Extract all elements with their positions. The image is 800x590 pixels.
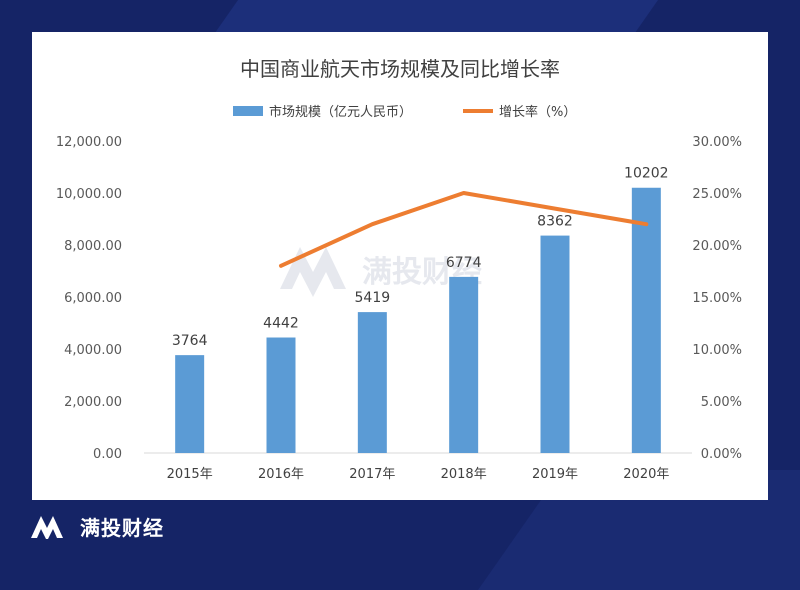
x-tick-label: 2020年	[623, 467, 669, 482]
y-left-tick-label: 10,000.00	[56, 187, 122, 202]
y-left-tick-label: 0.00	[93, 447, 122, 462]
x-tick-label: 2016年	[258, 467, 304, 482]
y-left-tick-label: 6,000.00	[64, 291, 122, 306]
x-tick-label: 2018年	[441, 467, 487, 482]
y-left-tick-label: 2,000.00	[64, 395, 122, 410]
chart-title: 中国商业航天市场规模及同比增长率	[240, 57, 560, 81]
footer-brand: 满投财经	[30, 512, 164, 540]
brand-name: 满投财经	[80, 512, 164, 541]
legend-swatch-bar	[233, 106, 263, 116]
y-right-tick-label: 20.00%	[692, 239, 742, 254]
chart: 满投财经 中国商业航天市场规模及同比增长率 市场规模（亿元人民币）增长率（%） …	[32, 32, 768, 500]
legend: 市场规模（亿元人民币） 增长率（%）	[233, 104, 576, 120]
brand-logo-icon	[30, 513, 72, 539]
x-tick-label: 2019年	[532, 467, 578, 482]
y-right-tick-label: 30.00%	[692, 135, 742, 150]
watermark-logo-icon	[280, 247, 346, 297]
bar	[541, 236, 570, 453]
y-axis-left: 0.00 2,000.00 4,000.00 6,000.00 8,000.00 10,0…	[56, 135, 122, 462]
bar	[175, 355, 204, 453]
x-tick-label: 2017年	[349, 467, 395, 482]
y-right-tick-label: 0.00%	[701, 447, 742, 462]
x-tick-label: 2015年	[167, 467, 213, 482]
chart-card: 满投财经 中国商业航天市场规模及同比增长率 市场规模（亿元人民币）增长率（%） …	[32, 32, 768, 500]
legend-label-line: 增长率（%）	[499, 104, 576, 120]
legend-label-bar: 市场规模（亿元人民币）	[269, 104, 412, 120]
y-right-tick-label: 15.00%	[692, 291, 742, 306]
legend-item-line: 增长率（%）	[463, 104, 576, 120]
y-left-tick-label: 8,000.00	[64, 239, 122, 254]
bar-series	[175, 188, 661, 453]
y-right-tick-label: 5.00%	[701, 395, 742, 410]
x-axis: 2015年 2016年 2017年 2018年 2019年 2020年	[144, 453, 692, 482]
bar-data-label: 8362	[537, 214, 573, 230]
y-left-tick-label: 4,000.00	[64, 343, 122, 358]
y-left-tick-label: 12,000.00	[56, 135, 122, 150]
bar-data-label: 6774	[446, 255, 482, 271]
bar-data-label: 10202	[624, 166, 669, 182]
bar	[449, 277, 478, 453]
bar	[358, 312, 387, 453]
bar-data-label: 4442	[263, 316, 299, 332]
y-axis-right: 0.00% 5.00% 10.00% 15.00% 20.00% 25.00% 30.00%	[692, 135, 742, 462]
bar	[632, 188, 661, 453]
bar	[267, 338, 296, 453]
y-right-tick-label: 25.00%	[692, 187, 742, 202]
y-right-tick-label: 10.00%	[692, 343, 742, 358]
legend-item-bar: 市场规模（亿元人民币）	[233, 104, 412, 120]
bar-data-label: 5419	[355, 290, 391, 306]
bar-data-label: 3764	[172, 333, 208, 349]
